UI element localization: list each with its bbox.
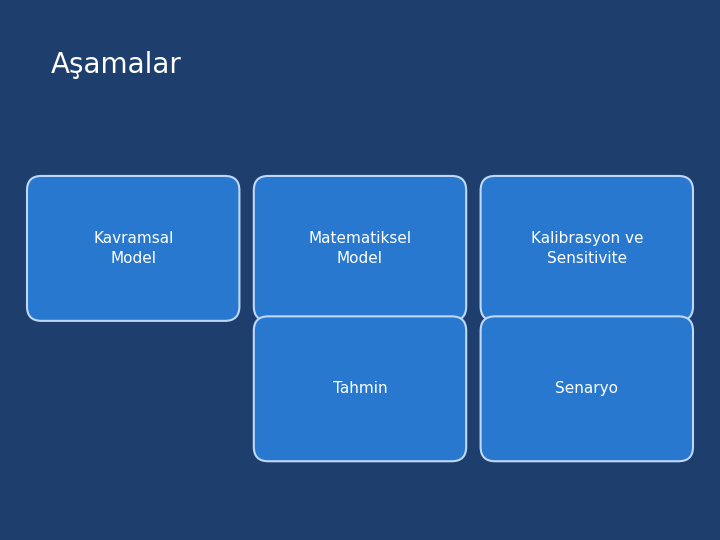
Text: Senaryo: Senaryo [555,381,618,396]
FancyBboxPatch shape [27,176,239,321]
Text: Kavramsal
Model: Kavramsal Model [93,231,174,266]
FancyBboxPatch shape [480,176,693,321]
FancyBboxPatch shape [480,316,693,461]
FancyBboxPatch shape [253,176,467,321]
Text: Matematiksel
Model: Matematiksel Model [308,231,412,266]
FancyBboxPatch shape [253,316,467,461]
Text: Tahmin: Tahmin [333,381,387,396]
Text: Aşamalar: Aşamalar [50,51,181,79]
Text: Kalibrasyon ve
Sensitivite: Kalibrasyon ve Sensitivite [531,231,643,266]
